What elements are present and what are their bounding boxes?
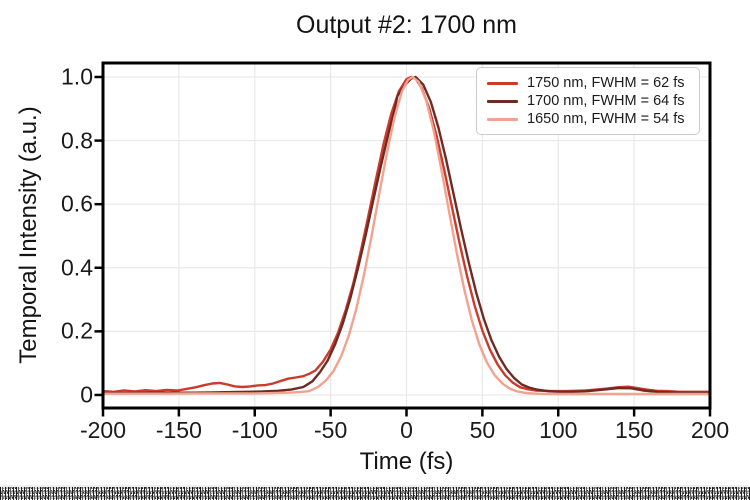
y-tick-label: 1.0 xyxy=(61,63,93,90)
y-tick-label: 0.2 xyxy=(61,317,93,344)
x-tick-label: -100 xyxy=(231,417,278,443)
curve-1650nm xyxy=(101,75,712,396)
legend: 1750 nm, FWHM = 62 fs 1700 nm, FWHM = 64 … xyxy=(476,67,700,135)
x-tick-label: 50 xyxy=(469,417,496,443)
legend-line-swatch xyxy=(487,81,518,85)
legend-label: 1700 nm, FWHM = 64 fs xyxy=(527,93,685,109)
legend-label: 1750 nm, FWHM = 62 fs xyxy=(527,75,685,91)
x-tick-label: 150 xyxy=(614,417,654,443)
x-tick-label: 100 xyxy=(539,417,578,443)
y-tick-label: 0.6 xyxy=(61,190,93,217)
plot-frame xyxy=(101,61,712,410)
noise-strip xyxy=(0,485,750,500)
y-tick-label: 0 xyxy=(80,381,93,408)
x-tick-label: -50 xyxy=(314,417,348,443)
chart-title: Output #2: 1700 nm xyxy=(296,11,517,39)
x-tick-label: 0 xyxy=(400,417,413,443)
y-tick-labels: 0 0.2 0.4 0.6 0.8 1.0 xyxy=(0,0,93,500)
legend-line-swatch xyxy=(487,117,518,121)
legend-label: 1650 nm, FWHM = 54 fs xyxy=(527,111,685,127)
x-tick-labels: -200 -150 -100 -50 0 50 100 150 200 xyxy=(0,417,750,447)
legend-item: 1700 nm, FWHM = 64 fs xyxy=(487,93,689,109)
curve-1700nm xyxy=(101,75,712,395)
x-axis-label: Time (fs) xyxy=(359,448,454,475)
y-tick-label: 0.4 xyxy=(61,254,93,281)
x-tick-label: -200 xyxy=(79,417,127,443)
legend-item: 1650 nm, FWHM = 54 fs xyxy=(487,111,689,127)
legend-item: 1750 nm, FWHM = 62 fs xyxy=(487,75,689,91)
x-tick-label: -150 xyxy=(155,417,202,443)
legend-line-swatch xyxy=(487,99,518,103)
y-tick-label: 0.8 xyxy=(61,127,93,154)
x-tick-label: 200 xyxy=(690,417,730,443)
